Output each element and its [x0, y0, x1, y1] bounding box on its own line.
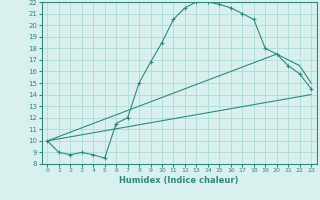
- X-axis label: Humidex (Indice chaleur): Humidex (Indice chaleur): [119, 176, 239, 185]
